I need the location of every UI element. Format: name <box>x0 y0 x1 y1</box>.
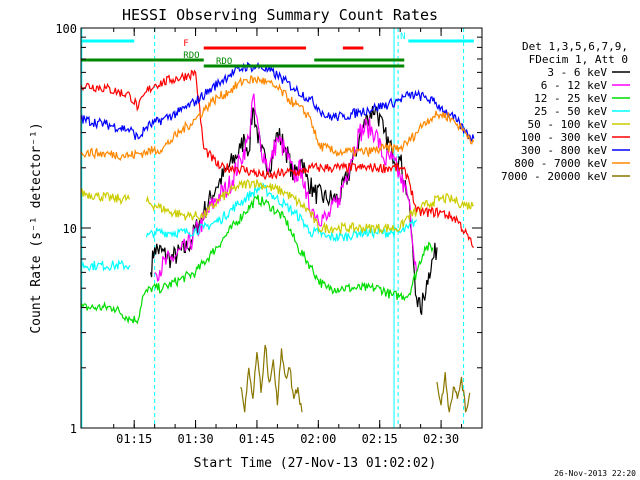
flag-n-1: N <box>81 32 474 43</box>
legend-item: 800 - 7000 keV <box>514 157 630 170</box>
legend-header: FDecim 1, Att 0 <box>529 53 628 66</box>
series-3 <box>80 194 434 325</box>
y-tick-label: 1 <box>70 422 77 436</box>
legend-label: 50 - 100 keV <box>528 118 608 131</box>
series-line <box>80 75 475 161</box>
legend-label: 300 - 800 keV <box>521 144 607 157</box>
series-line <box>240 344 303 413</box>
legend-label: 6 - 12 keV <box>541 79 608 92</box>
legend: Det 1,3,5,6,7,9,FDecim 1, Att 03 - 6 keV… <box>501 40 630 183</box>
legend-label: 100 - 300 keV <box>521 131 607 144</box>
flag-label: F <box>183 39 188 49</box>
axes: 01:15 01:30 01:45 02:00 02:15 02:30 1 10 100 <box>55 22 483 446</box>
legend-item: 3 - 6 keV <box>547 66 630 79</box>
y-tick-label: 10 <box>63 222 77 236</box>
x-tick-label: 02:30 <box>423 432 459 446</box>
plot-area: N F RDO RDO <box>80 28 475 428</box>
legend-label: 3 - 6 keV <box>547 66 607 79</box>
flag-rdo-4: RDO <box>203 57 405 68</box>
legend-item: 12 - 25 keV <box>534 92 630 105</box>
x-tick-label: 01:15 <box>116 432 152 446</box>
flag-rdo-3: RDO <box>81 51 405 62</box>
legend-label: 800 - 7000 keV <box>514 157 607 170</box>
legend-item: 100 - 300 keV <box>521 131 630 144</box>
flag-label: N <box>400 32 405 42</box>
y-axis-label: Count Rate (s⁻¹ detector⁻¹) <box>29 122 44 333</box>
legend-item: 7000 - 20000 keV <box>501 170 630 183</box>
series-line <box>80 194 434 325</box>
series-2 <box>154 93 418 282</box>
x-tick-label: 02:15 <box>362 432 398 446</box>
timestamp: 26-Nov-2013 22:20 <box>554 469 636 478</box>
x-tick-label: 02:00 <box>300 432 336 446</box>
x-tick-label: 01:30 <box>178 432 214 446</box>
series-9 <box>240 344 471 413</box>
legend-item: 50 - 100 keV <box>528 118 630 131</box>
series-line <box>80 61 475 143</box>
series-line <box>80 69 475 248</box>
series-line <box>436 372 471 413</box>
legend-item: 300 - 800 keV <box>521 144 630 157</box>
legend-label: 12 - 25 keV <box>534 92 607 105</box>
flag-label: RDO <box>183 51 199 61</box>
legend-label: 7000 - 20000 keV <box>501 170 607 183</box>
flag-label: RDO <box>216 57 232 67</box>
legend-label: 25 - 50 keV <box>534 105 607 118</box>
x-tick-label: 01:45 <box>239 432 275 446</box>
series-6 <box>80 69 475 248</box>
series-7 <box>80 61 475 143</box>
x-axis-label: Start Time (27-Nov-13 01:02:02) <box>194 456 437 471</box>
legend-item: 6 - 12 keV <box>541 79 630 92</box>
chart-title: HESSI Observing Summary Count Rates <box>122 6 438 24</box>
series-line <box>80 258 131 272</box>
flag-f-2: F <box>183 39 364 50</box>
series-line <box>154 93 418 282</box>
legend-header: Det 1,3,5,6,7,9, <box>522 40 628 53</box>
y-tick-label: 100 <box>55 22 77 36</box>
legend-item: 25 - 50 keV <box>534 105 630 118</box>
series-line <box>80 188 131 206</box>
series-8 <box>80 75 475 161</box>
